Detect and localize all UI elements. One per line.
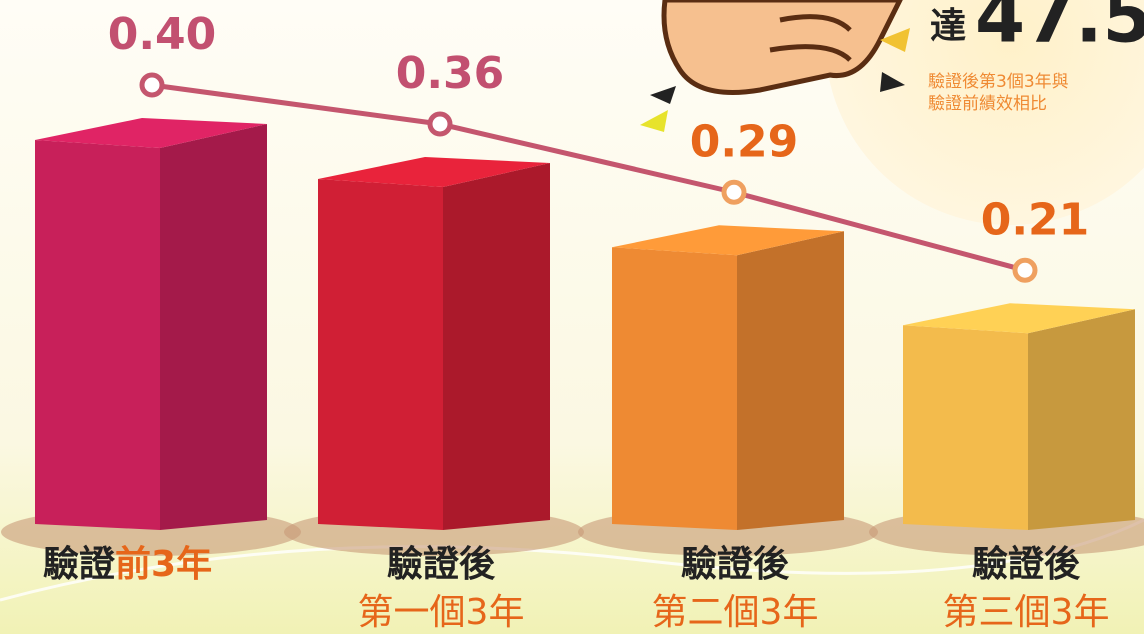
bar — [903, 325, 1028, 530]
line-marker — [1015, 260, 1035, 280]
x-tick-label-part: 驗證 — [43, 543, 116, 585]
callout-text: 驗證後第3個3年與 — [928, 72, 1069, 92]
x-tick-label: 驗證後 — [387, 543, 496, 585]
value-label: 0.40 — [108, 9, 217, 60]
chart: 達 47.5 驗證後第3個3年與 驗證前績效相比 0.40 驗證前3年 0.36 驗證… — [0, 0, 1144, 634]
bar — [318, 179, 443, 530]
callout-prefix: 達 — [930, 6, 966, 47]
bar — [35, 140, 160, 530]
x-tick-label: 驗證後 — [681, 543, 790, 585]
line-marker — [724, 182, 744, 202]
x-tick-label: 驗證後 — [972, 543, 1081, 585]
bar-side — [160, 124, 267, 530]
line-marker — [430, 114, 450, 134]
bar-side — [1028, 309, 1135, 530]
x-tick-label: 第二個3年 — [652, 592, 819, 633]
value-label: 0.36 — [396, 48, 505, 99]
callout-value: 47.5 — [975, 0, 1144, 59]
bar-side — [443, 163, 550, 530]
callout-text: 驗證前績效相比 — [928, 94, 1047, 114]
x-tick-label: 驗證前3年 — [43, 543, 212, 585]
x-tick-label-part: 前3年 — [115, 544, 212, 585]
x-tick-label: 第一個3年 — [358, 592, 525, 633]
line-marker — [142, 75, 162, 95]
bar-side — [737, 231, 844, 530]
value-label: 0.29 — [690, 116, 799, 167]
value-label: 0.21 — [981, 194, 1090, 245]
bar — [612, 247, 737, 530]
x-tick-label: 第三個3年 — [943, 592, 1110, 633]
